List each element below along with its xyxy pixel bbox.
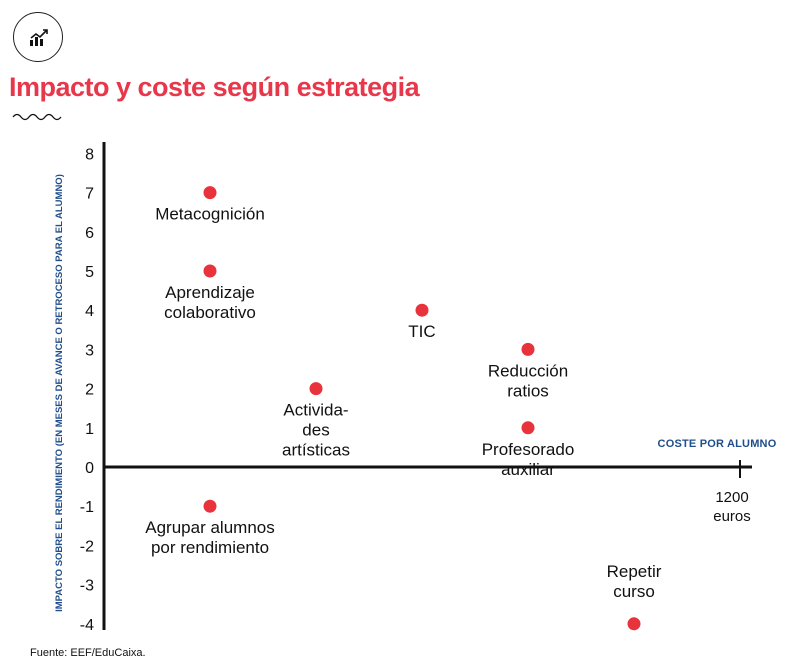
y-axis-title: IMPACTO SOBRE EL RENDIMIENTO (EN MESES D… <box>54 174 65 612</box>
y-tick-label: 6 <box>85 225 94 242</box>
y-tick-label: 5 <box>85 264 94 281</box>
data-point-label: curso <box>613 582 655 601</box>
y-tick-label: 1 <box>85 421 94 438</box>
y-tick-label: 0 <box>85 460 94 477</box>
data-point-label: des <box>302 421 329 440</box>
chart-title: Impacto y coste según estrategia <box>9 72 420 102</box>
data-point <box>415 303 429 317</box>
data-point-label: Aprendizaje <box>165 283 255 302</box>
data-point-label: Agrupar alumnos <box>145 518 274 537</box>
decorative-squiggle <box>12 113 62 121</box>
x-tick-label: 1200 <box>715 489 748 506</box>
data-point <box>203 264 217 278</box>
data-point-label: Profesorado <box>482 440 575 459</box>
data-point-label: colaborativo <box>164 303 256 322</box>
data-point-label: Repetir <box>607 562 662 581</box>
y-tick-label: 8 <box>85 146 94 163</box>
data-point-label: Reducción <box>488 361 568 380</box>
y-tick-label: -1 <box>80 499 94 516</box>
source-note: Fuente: EEF/EduCaixa. <box>30 647 146 659</box>
y-tick-label: -2 <box>80 538 94 555</box>
data-point <box>627 617 641 631</box>
data-point-label: Metacognición <box>155 205 265 224</box>
y-tick-label: -3 <box>80 578 94 595</box>
bar-chart-trend-icon <box>30 29 48 46</box>
data-point-label: auxiliar <box>501 460 555 479</box>
data-point <box>203 186 217 200</box>
data-point-label: TIC <box>408 322 435 341</box>
y-tick-label: -4 <box>80 617 94 634</box>
data-point-label: artísticas <box>282 441 350 460</box>
y-tick-label: 2 <box>85 382 94 399</box>
x-tick-label: euros <box>713 508 751 525</box>
y-tick-label: 7 <box>85 186 94 203</box>
data-point <box>203 499 217 513</box>
data-point <box>309 382 323 396</box>
x-axis-title: COSTE POR ALUMNO <box>658 438 777 450</box>
data-point-label: por rendimiento <box>151 538 269 557</box>
y-tick-label: 4 <box>85 303 94 320</box>
logo-badge <box>13 12 63 62</box>
data-point-label: ratios <box>507 381 549 400</box>
data-point-label: Activida- <box>283 401 348 420</box>
data-point <box>521 342 535 356</box>
y-tick-label: 3 <box>85 342 94 359</box>
data-point <box>521 421 535 435</box>
